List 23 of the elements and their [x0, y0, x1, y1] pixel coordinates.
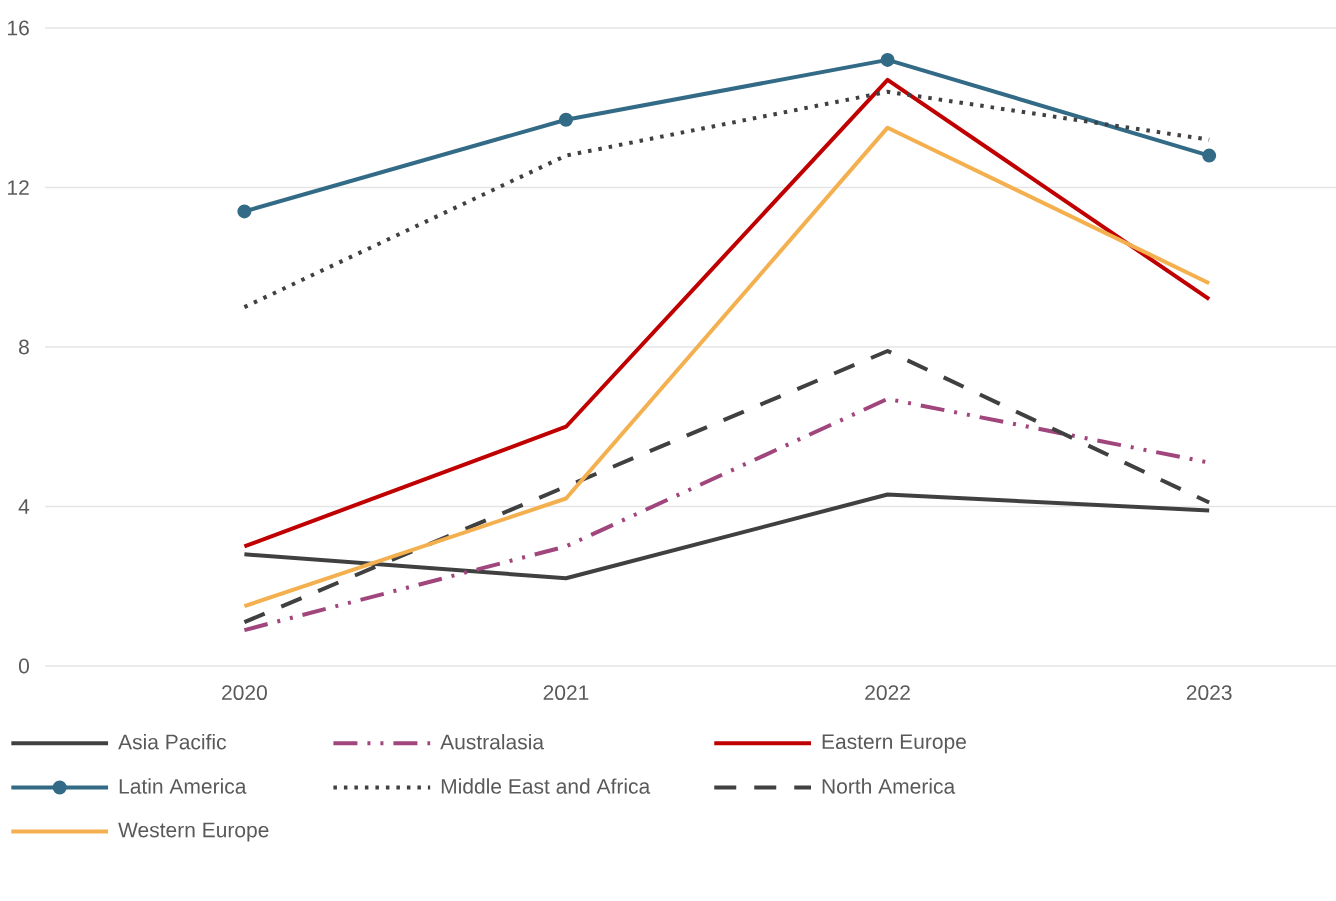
line-series	[242, 89, 1212, 310]
point	[880, 52, 895, 67]
x-tick-label: 2020	[222, 685, 267, 701]
point	[1202, 148, 1217, 163]
legend-label: Asia Pacific	[118, 734, 227, 750]
y-tick-label: 0	[18, 658, 29, 674]
legend-label: Middle East and Africa	[441, 778, 651, 794]
x-tick-label: 2022	[865, 685, 910, 701]
y-tick-label: 8	[19, 339, 29, 355]
legend-label: Latin America	[119, 778, 247, 794]
line-series	[242, 77, 1212, 549]
y-tick-label: 12	[8, 180, 29, 195]
line-series	[242, 125, 1212, 609]
y-tick-label: 16	[8, 20, 29, 36]
legend-label: Eastern Europe	[822, 734, 966, 754]
legend-label: Western Europe	[118, 822, 269, 842]
legend-label: Australasia	[440, 734, 545, 750]
point	[237, 204, 252, 219]
legend-label: North America	[822, 778, 956, 794]
x-tick-label: 2021	[543, 685, 589, 701]
point	[558, 112, 573, 127]
x-tick-label: 2023	[1186, 685, 1232, 701]
y-tick-label: 4	[18, 499, 30, 514]
